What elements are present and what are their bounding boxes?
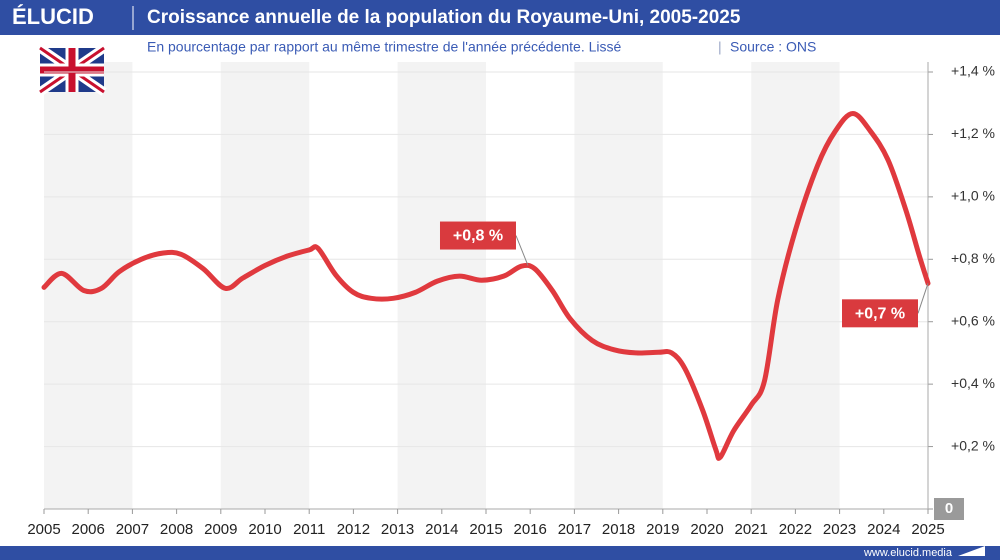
brand-logo: ÉLUCID — [12, 4, 94, 29]
annotation-box — [842, 299, 918, 328]
y-tick-label: +0,8 % — [951, 250, 995, 266]
year-band — [574, 62, 663, 509]
chart-title: Croissance annuelle de la population du … — [147, 7, 741, 28]
x-tick-label: 2013 — [381, 521, 414, 538]
y-tick-label: +0,6 % — [951, 312, 995, 328]
x-tick-label: 2015 — [469, 521, 502, 538]
y-tick-label: +1,0 % — [951, 188, 995, 204]
uk-flag — [37, 44, 107, 96]
chart-subtitle: En pourcentage par rapport au même trime… — [147, 39, 621, 55]
data-line — [41, 111, 931, 461]
x-tick-label: 2025 — [911, 521, 944, 538]
header-bar — [0, 0, 1000, 35]
annotation-label: +0,8 % — [453, 228, 503, 245]
y-tick-label: +0,2 % — [951, 437, 995, 453]
x-tick-label: 2008 — [160, 521, 193, 538]
x-tick-label: 2022 — [779, 521, 812, 538]
footer-logo — [958, 546, 985, 556]
annotation-label: +0,7 % — [855, 306, 905, 323]
y-zero-box — [934, 498, 964, 520]
x-tick-label: 2012 — [337, 521, 370, 538]
x-tick-label: 2023 — [823, 521, 856, 538]
x-tick-label: 2018 — [602, 521, 635, 538]
x-tick-label: 2017 — [558, 521, 591, 538]
x-tick-label: 2007 — [116, 521, 149, 538]
year-bands — [44, 62, 840, 509]
website: www.elucid.media — [863, 547, 953, 559]
x-tick-label: 2011 — [293, 521, 325, 538]
x-tick-label: 2024 — [867, 521, 900, 538]
x-tick-label: 2016 — [514, 521, 547, 538]
chart-source: Source : ONS — [730, 39, 816, 55]
y-tick-label: +1,4 % — [951, 63, 995, 79]
x-tick-label: 2019 — [646, 521, 679, 538]
y-tick-label: +1,2 % — [951, 125, 995, 141]
year-band — [751, 62, 840, 509]
x-tick-label: 2009 — [204, 521, 237, 538]
x-tick-label: 2010 — [248, 521, 281, 538]
x-tick-label: 2005 — [27, 521, 60, 538]
y-tick-label: 0 — [945, 500, 953, 517]
year-band — [397, 62, 486, 509]
x-tick-label: 2021 — [735, 521, 768, 538]
x-tick-label: 2006 — [72, 521, 105, 538]
y-tick-label: +0,4 % — [951, 375, 995, 391]
separator: | — [718, 39, 722, 55]
year-band — [44, 62, 133, 509]
x-tick-label: 2014 — [425, 521, 458, 538]
footer-bar — [0, 546, 1000, 560]
annotation-pointer — [917, 283, 929, 314]
x-tick-label: 2020 — [690, 521, 723, 538]
annotation-box — [439, 221, 516, 250]
annotation-pointer — [515, 235, 529, 266]
